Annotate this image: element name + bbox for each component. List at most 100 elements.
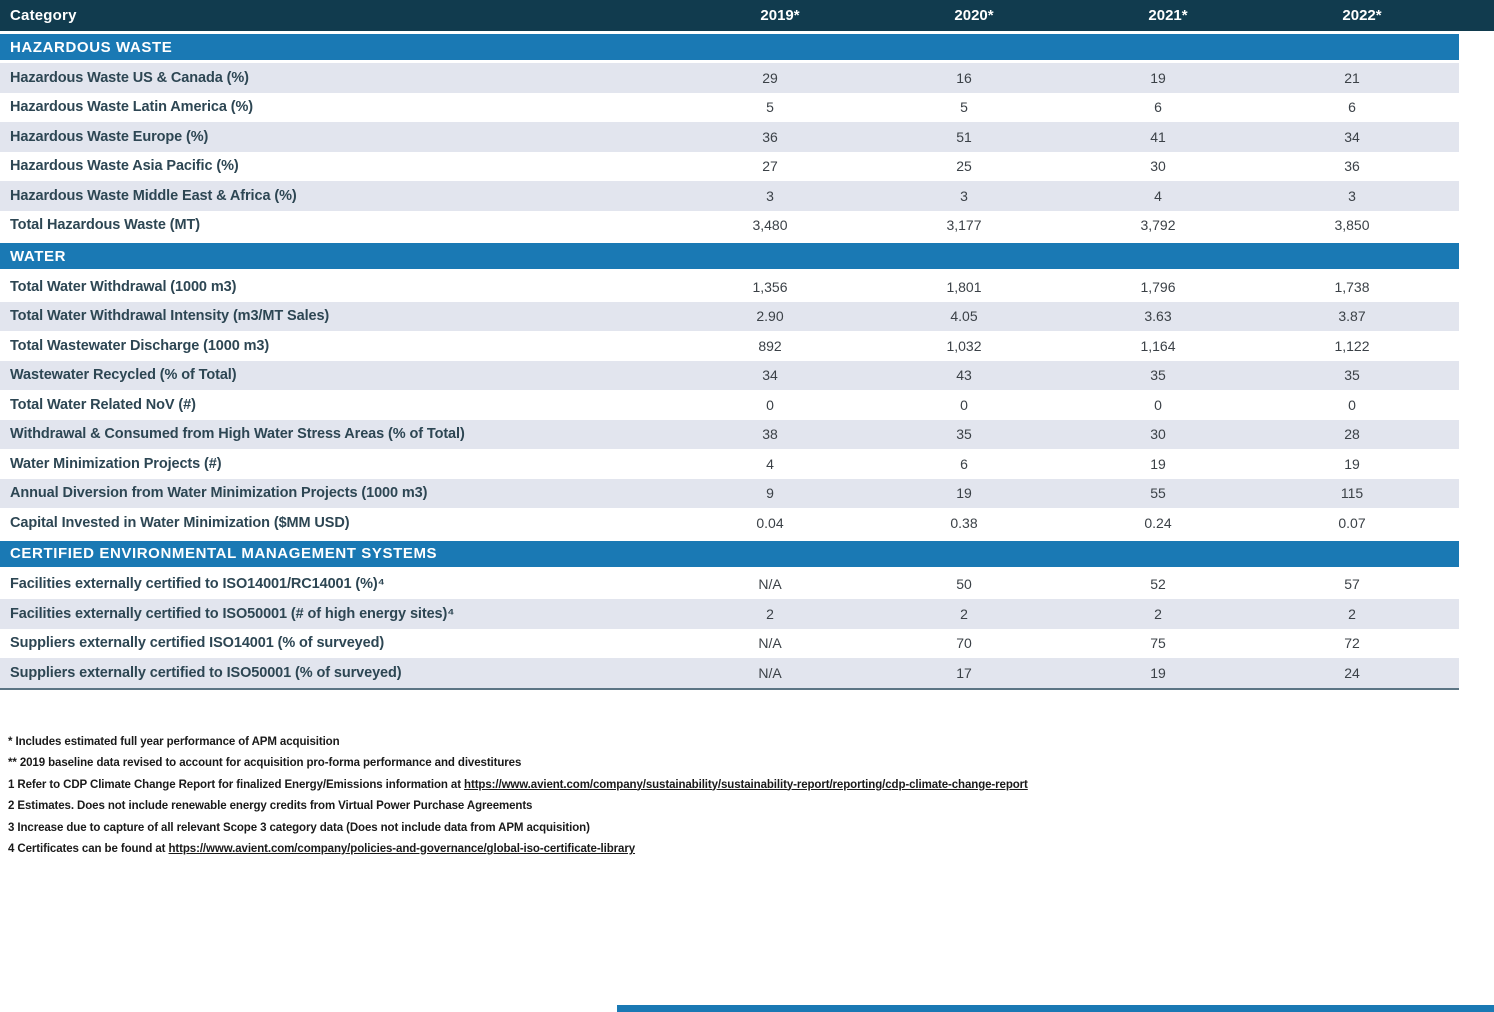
row-value: 17 bbox=[956, 664, 972, 681]
row-value: 3,480 bbox=[752, 217, 788, 234]
row-value: 25 bbox=[956, 158, 972, 175]
row-value: 29 bbox=[762, 69, 778, 86]
row-value: N/A bbox=[758, 664, 782, 681]
row-value: 0 bbox=[1154, 396, 1162, 413]
row-value: 3 bbox=[766, 187, 774, 204]
row-value: 0 bbox=[1348, 396, 1356, 413]
row-value: 57 bbox=[1344, 576, 1360, 593]
row-value: 3.87 bbox=[1338, 308, 1366, 325]
row-value: 30 bbox=[1150, 158, 1166, 175]
table-header-row: Category 2019* 2020* 2021* 2022* bbox=[0, 0, 1494, 31]
row-value: 1,032 bbox=[946, 337, 982, 354]
row-label: Total Hazardous Waste (MT) bbox=[10, 217, 200, 234]
year-column-header-2020: 2020* bbox=[954, 7, 994, 24]
year-column-header-2022: 2022* bbox=[1342, 7, 1382, 24]
row-value: 0.04 bbox=[756, 514, 784, 531]
footnote-text: 3 Increase due to capture of all relevan… bbox=[8, 821, 590, 834]
row-label: Water Minimization Projects (#) bbox=[10, 455, 222, 472]
row-value: 50 bbox=[956, 576, 972, 593]
row-value: 28 bbox=[1344, 426, 1360, 443]
row-value: 19 bbox=[1150, 455, 1166, 472]
footnotes: * Includes estimated full year performan… bbox=[8, 732, 1494, 861]
table-row: Capital Invested in Water Minimization (… bbox=[0, 508, 1459, 538]
year-column-header-2019: 2019* bbox=[760, 7, 800, 24]
row-value: 1,122 bbox=[1334, 337, 1370, 354]
row-value: 19 bbox=[1150, 664, 1166, 681]
row-value: 2 bbox=[766, 605, 774, 622]
footnote-text: * Includes estimated full year performan… bbox=[8, 735, 340, 748]
row-value: 6 bbox=[960, 455, 968, 472]
row-value: 2.90 bbox=[756, 308, 784, 325]
row-value: 3,850 bbox=[1334, 217, 1370, 234]
row-value: 2 bbox=[1348, 605, 1356, 622]
row-value: 6 bbox=[1348, 99, 1356, 116]
footnote-3: 3 Increase due to capture of all relevan… bbox=[8, 818, 1494, 840]
row-value: 3.63 bbox=[1144, 308, 1172, 325]
row-value: 1,796 bbox=[1140, 278, 1176, 295]
footnote-text: ** 2019 baseline data revised to account… bbox=[8, 757, 522, 769]
row-label: Facilities externally certified to ISO50… bbox=[10, 605, 455, 622]
table-row: Facilities externally certified to ISO14… bbox=[0, 570, 1459, 600]
footnote-4: 4 Certificates can be found at https://w… bbox=[8, 839, 1494, 861]
row-value: 43 bbox=[956, 367, 972, 384]
row-value: 35 bbox=[1150, 367, 1166, 384]
table-row: Hazardous Waste US & Canada (%) 29 16 19… bbox=[0, 63, 1459, 93]
row-value: 2 bbox=[1154, 605, 1162, 622]
row-value: 30 bbox=[1150, 426, 1166, 443]
cdp-climate-report-link[interactable]: https://www.avient.com/company/sustainab… bbox=[464, 778, 1028, 791]
row-value: 4 bbox=[766, 455, 774, 472]
table-row: Withdrawal & Consumed from High Water St… bbox=[0, 419, 1459, 449]
row-label: Withdrawal & Consumed from High Water St… bbox=[10, 426, 465, 443]
row-value: 0.07 bbox=[1338, 514, 1366, 531]
category-column-header: Category bbox=[10, 7, 77, 24]
footnote-text: 4 Certificates can be found at bbox=[8, 843, 169, 855]
table-row: Water Minimization Projects (#) 4 6 19 1… bbox=[0, 449, 1459, 479]
table-row: Wastewater Recycled (% of Total) 34 43 3… bbox=[0, 360, 1459, 390]
row-value: 34 bbox=[762, 367, 778, 384]
row-value: 892 bbox=[758, 337, 782, 354]
row-label: Wastewater Recycled (% of Total) bbox=[10, 367, 237, 384]
table-row: Total Hazardous Waste (MT) 3,480 3,177 3… bbox=[0, 211, 1459, 241]
row-label: Suppliers externally certified to ISO500… bbox=[10, 664, 402, 681]
table-row: Total Water Withdrawal Intensity (m3/MT … bbox=[0, 301, 1459, 331]
row-value: 115 bbox=[1340, 485, 1364, 502]
table-row: Hazardous Waste Middle East & Africa (%)… bbox=[0, 181, 1459, 211]
row-value: 1,738 bbox=[1334, 278, 1370, 295]
row-label: Suppliers externally certified ISO14001 … bbox=[10, 635, 385, 652]
table-row: Total Wastewater Discharge (1000 m3) 892… bbox=[0, 331, 1459, 361]
row-value: 38 bbox=[762, 426, 778, 443]
row-value: 5 bbox=[960, 99, 968, 116]
row-value: 19 bbox=[1344, 455, 1360, 472]
row-value: 35 bbox=[956, 426, 972, 443]
row-value: 1,356 bbox=[752, 278, 788, 295]
row-value: 4.05 bbox=[950, 308, 978, 325]
section-header-hazardous-waste: HAZARDOUS WASTE bbox=[0, 34, 1459, 60]
row-value: 19 bbox=[1150, 69, 1166, 86]
section-header-certified-ems: CERTIFIED ENVIRONMENTAL MANAGEMENT SYSTE… bbox=[0, 540, 1459, 567]
table-bottom-border bbox=[0, 687, 1459, 690]
row-value: 2 bbox=[960, 605, 968, 622]
row-value: 34 bbox=[1344, 128, 1360, 145]
row-value: 51 bbox=[956, 128, 972, 145]
row-label: Total Wastewater Discharge (1000 m3) bbox=[10, 337, 270, 354]
iso-certificate-library-link[interactable]: https://www.avient.com/company/policies-… bbox=[168, 843, 636, 855]
row-value: 27 bbox=[762, 158, 778, 175]
row-value: 16 bbox=[956, 69, 972, 86]
row-value: 0 bbox=[960, 396, 968, 413]
row-label: Hazardous Waste Latin America (%) bbox=[10, 99, 253, 116]
row-value: 19 bbox=[956, 485, 972, 502]
row-label: Hazardous Waste Europe (%) bbox=[10, 128, 209, 145]
row-label: Hazardous Waste Asia Pacific (%) bbox=[10, 158, 239, 175]
row-value: 75 bbox=[1150, 635, 1166, 652]
row-value: 0 bbox=[766, 396, 774, 413]
row-value: N/A bbox=[758, 635, 782, 652]
row-value: 5 bbox=[766, 99, 774, 116]
table-row: Suppliers externally certified to ISO500… bbox=[0, 658, 1459, 688]
row-value: 24 bbox=[1344, 664, 1360, 681]
table-row: Total Water Related NoV (#) 0 0 0 0 bbox=[0, 390, 1459, 420]
row-value: 70 bbox=[956, 635, 972, 652]
table-row: Hazardous Waste Asia Pacific (%) 27 25 3… bbox=[0, 152, 1459, 182]
row-value: 6 bbox=[1154, 99, 1162, 116]
footnote-1: 1 Refer to CDP Climate Change Report for… bbox=[8, 775, 1494, 797]
